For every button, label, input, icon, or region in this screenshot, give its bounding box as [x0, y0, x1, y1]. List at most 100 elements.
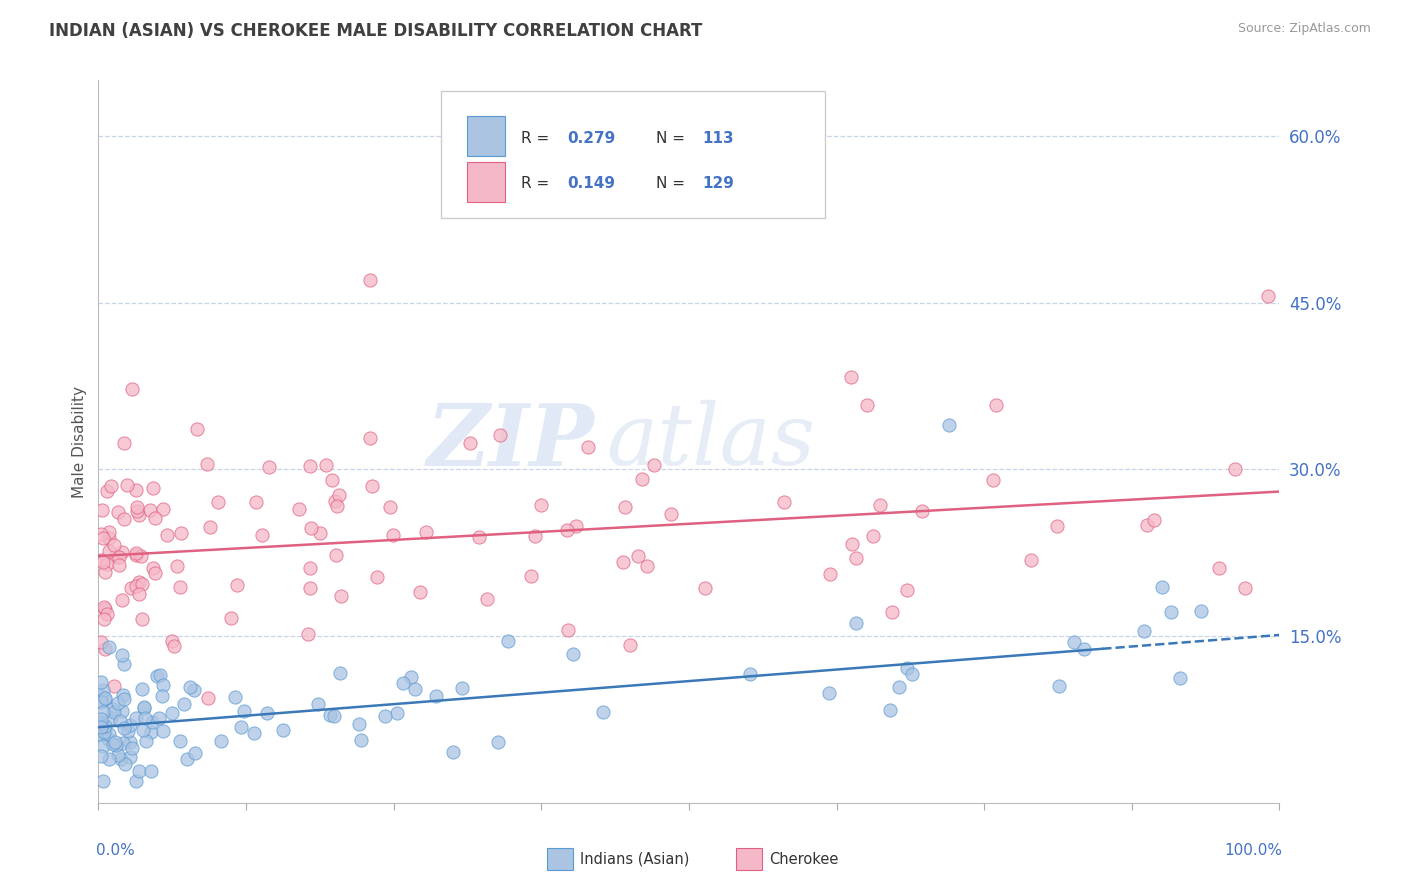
Point — [325, 548, 347, 562]
Text: 0.149: 0.149 — [567, 176, 616, 191]
Point — [90, 695, 112, 709]
Point — [111, 704, 134, 718]
Point — [1143, 513, 1166, 527]
Point — [121, 741, 143, 756]
Point — [118, 735, 141, 749]
Point — [98, 532, 121, 546]
Point — [1160, 605, 1182, 619]
Point — [415, 524, 437, 539]
Point — [441, 745, 464, 759]
Point — [98, 544, 121, 558]
Point — [108, 549, 131, 564]
Point — [530, 498, 553, 512]
Point — [134, 699, 156, 714]
Point — [297, 627, 319, 641]
Point — [475, 592, 498, 607]
Point — [880, 605, 903, 619]
Point — [231, 720, 253, 734]
Point — [938, 417, 960, 432]
Point — [96, 557, 118, 571]
Point — [1133, 624, 1156, 639]
Point — [107, 748, 129, 763]
Point — [125, 773, 148, 788]
Point — [381, 528, 404, 542]
Point — [298, 458, 321, 473]
Point — [176, 751, 198, 765]
Point — [818, 566, 841, 581]
Point — [125, 500, 148, 514]
Point — [90, 749, 112, 764]
Point — [458, 436, 481, 450]
Text: 0.279: 0.279 — [567, 130, 616, 145]
Point — [143, 566, 166, 580]
Point — [101, 738, 124, 752]
Point — [592, 705, 614, 719]
Point — [467, 530, 489, 544]
Point — [108, 714, 131, 728]
Text: Indians (Asian): Indians (Asian) — [581, 852, 690, 867]
Point — [845, 550, 868, 565]
Point — [486, 735, 509, 749]
Point — [1046, 518, 1069, 533]
Point — [173, 698, 195, 712]
Point — [90, 635, 112, 649]
Point — [156, 528, 179, 542]
Point — [107, 505, 129, 519]
Point — [737, 106, 759, 120]
Point — [160, 706, 183, 721]
Point — [125, 579, 148, 593]
Point — [329, 589, 352, 603]
Point — [97, 752, 120, 766]
Point — [93, 724, 115, 739]
Point — [565, 519, 588, 533]
Bar — [737, 848, 762, 870]
Point — [323, 494, 346, 508]
Point — [207, 495, 229, 509]
Point — [259, 459, 281, 474]
Point — [170, 526, 193, 541]
Point — [90, 552, 112, 566]
Point — [392, 675, 415, 690]
Point — [315, 458, 337, 472]
Point — [359, 273, 381, 287]
Point — [128, 574, 150, 589]
Text: N =: N = — [655, 176, 690, 191]
Point — [900, 667, 922, 681]
Point — [224, 690, 246, 705]
Text: Source: ZipAtlas.com: Source: ZipAtlas.com — [1237, 22, 1371, 36]
Point — [911, 504, 934, 518]
Point — [120, 717, 142, 731]
Point — [90, 719, 112, 733]
Point — [94, 641, 117, 656]
Point — [103, 705, 125, 719]
Point — [103, 679, 125, 693]
Point — [326, 499, 349, 513]
Point — [125, 504, 148, 518]
Point — [1150, 580, 1173, 594]
Point — [152, 723, 174, 738]
Text: 129: 129 — [702, 176, 734, 191]
Point — [252, 528, 274, 542]
Text: INDIAN (ASIAN) VS CHEROKEE MALE DISABILITY CORRELATION CHART: INDIAN (ASIAN) VS CHEROKEE MALE DISABILI… — [49, 22, 703, 40]
Point — [1019, 553, 1042, 567]
Point — [1063, 634, 1085, 648]
Point — [1223, 462, 1246, 476]
Point — [195, 458, 218, 472]
Point — [90, 724, 112, 739]
Point — [323, 708, 346, 723]
Point — [91, 718, 114, 732]
Point — [132, 701, 155, 715]
Point — [135, 734, 157, 748]
Point — [1136, 517, 1159, 532]
Text: atlas: atlas — [606, 401, 815, 483]
Point — [128, 508, 150, 522]
Point — [612, 555, 634, 569]
Point — [576, 440, 599, 454]
Point — [90, 694, 112, 708]
Point — [425, 690, 447, 704]
Point — [90, 689, 112, 703]
Point — [166, 559, 188, 574]
Point — [91, 555, 114, 569]
Point — [124, 483, 146, 497]
Point — [329, 665, 352, 680]
